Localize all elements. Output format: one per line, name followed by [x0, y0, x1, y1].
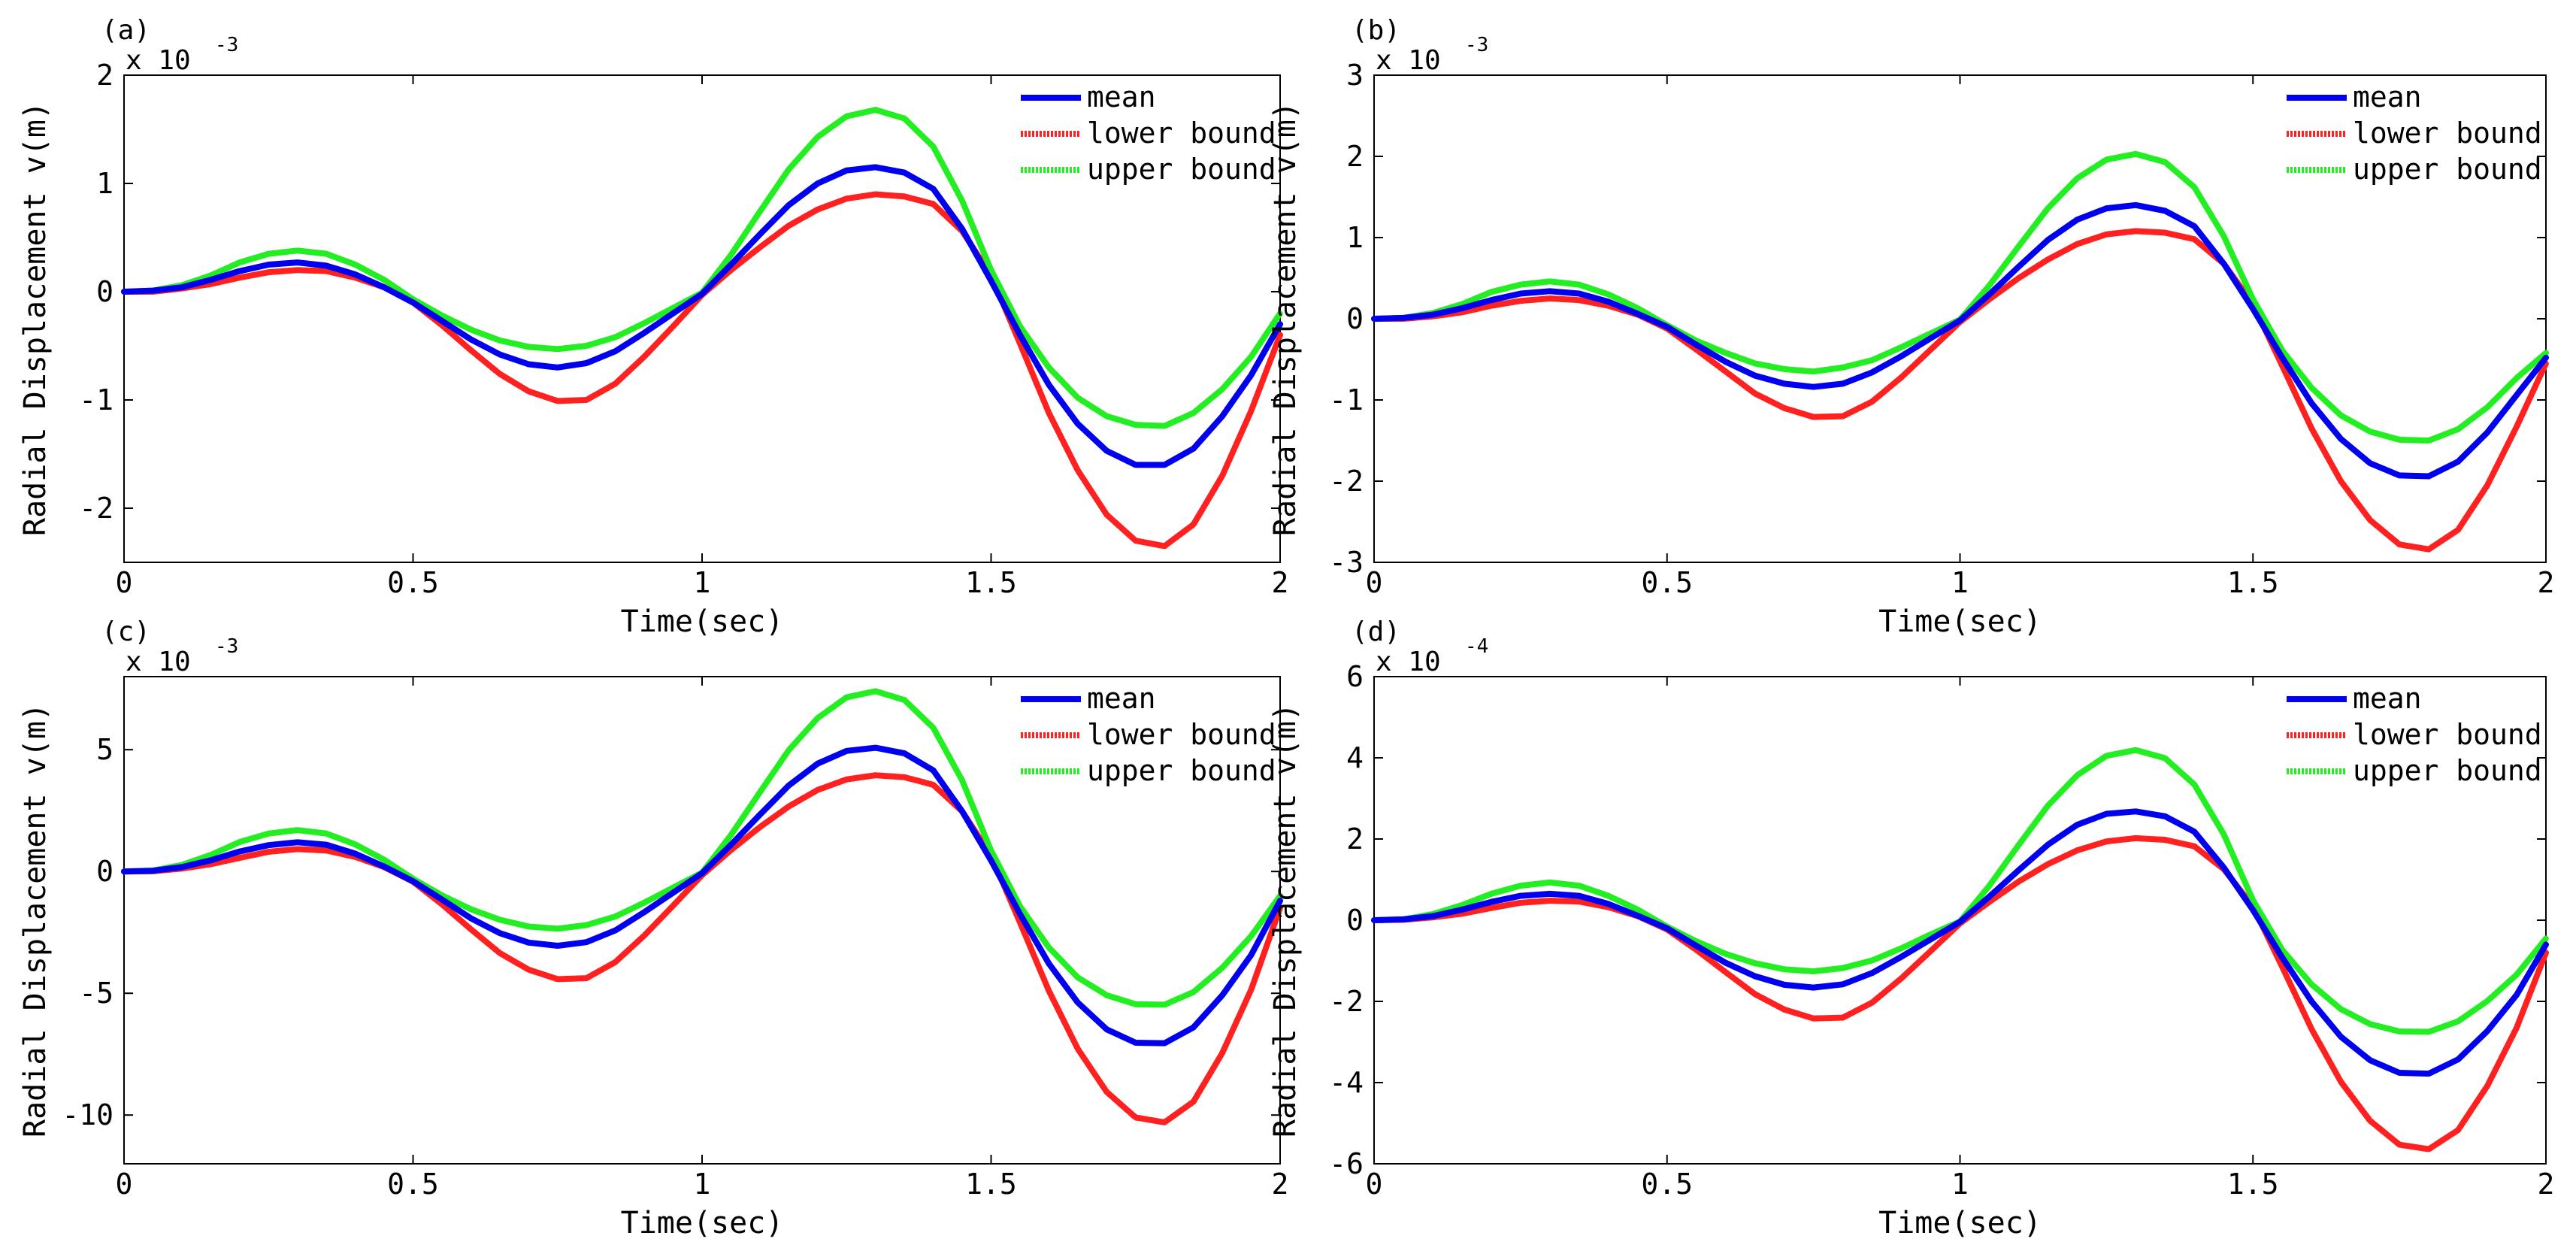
x-tick-label: 0: [1366, 1168, 1383, 1201]
y-axis-label: Radial Displacement v(m): [1268, 101, 1303, 536]
legend-label: lower bound: [1087, 718, 1276, 751]
x-tick-label: 1: [1951, 1168, 1969, 1201]
legend-label: upper bound: [1087, 754, 1276, 787]
chart-panel: (c)x 10 -3 0 0.5 1 1.5 2 -10 -5 0 5 Time(sec) Radial…: [18, 616, 1288, 1240]
y-tick-label: 0: [1346, 302, 1364, 335]
axis-multiplier-exponent: -4: [1465, 635, 1488, 658]
series-line-mean: [121, 164, 1283, 468]
y-tick-label: -1: [1329, 383, 1364, 416]
series-line-mean: [1371, 201, 2549, 480]
y-tick-label: -6: [1329, 1147, 1364, 1180]
y-tick-label: -2: [1329, 985, 1364, 1018]
x-tick-label: 0.5: [387, 566, 439, 599]
chart-panel: (b)x 10 -30 0.5 1 1.5 2-3-2-10123Time(sec)Rad…: [1268, 15, 2554, 639]
x-tick-label: 2: [2538, 1168, 2555, 1201]
y-tick-label: -2: [79, 492, 114, 525]
y-tick-label: 5: [96, 733, 114, 766]
panel-label: (a): [101, 15, 150, 46]
panel-label: (b): [1352, 15, 1400, 46]
legend-label: lower bound: [2353, 718, 2542, 751]
series-line-lower: [121, 191, 1283, 550]
series-line-mean: [121, 744, 1283, 1046]
x-tick-label: 0: [116, 1168, 133, 1201]
legend-label: lower bound: [2353, 117, 2542, 150]
y-axis-label: Radial Displacement v(m): [1268, 703, 1303, 1137]
axis-multiplier: x 10: [1376, 647, 1441, 677]
legend-label: mean: [1087, 682, 1156, 715]
x-tick-label: 1.5: [2227, 1168, 2279, 1201]
axis-multiplier: x 10: [126, 647, 191, 677]
y-tick-label: 0: [96, 275, 114, 308]
y-tick-label: 2: [1346, 822, 1364, 856]
x-tick-label: 1: [694, 566, 711, 599]
x-axis-label: Time(sec): [1878, 604, 2042, 639]
y-tick-label: -1: [79, 383, 114, 416]
legend-label: mean: [2353, 682, 2422, 715]
y-tick-label: 6: [1346, 660, 1364, 693]
legend-label: upper bound: [2353, 754, 2542, 787]
x-tick-label: 2: [1272, 1168, 1289, 1201]
x-tick-label: 0: [116, 566, 133, 599]
y-tick-label: 0: [1346, 904, 1364, 937]
x-tick-label: 1: [1951, 566, 1969, 599]
legend-label: upper bound: [2353, 153, 2542, 186]
x-tick-label: 1.5: [965, 566, 1017, 599]
y-axis-label: Radial Displacement v(m): [18, 703, 53, 1137]
y-axis-label: Radial Displacement v(m): [18, 101, 53, 536]
y-tick-label: 0: [96, 855, 114, 888]
y-tick-label: 2: [1346, 140, 1364, 173]
y-tick-label: -3: [1329, 546, 1364, 579]
y-tick-label: 2: [96, 59, 114, 92]
x-axis-label: Time(sec): [1878, 1206, 2042, 1240]
y-tick-label: -2: [1329, 465, 1364, 498]
y-tick-label: -4: [1329, 1066, 1364, 1099]
y-tick-label: 4: [1346, 741, 1364, 774]
x-axis-label: Time(sec): [621, 1206, 784, 1240]
x-tick-label: 1.5: [2227, 566, 2279, 599]
chart-panel: (d)x 10 -4 0 0.5 1 1.5 2 -6 -4 -2 0 2 4 6 Time(sec) Rad…: [1268, 616, 2554, 1240]
x-axis-label: Time(sec): [621, 604, 784, 639]
y-tick-label: 3: [1346, 59, 1364, 92]
legend-label: mean: [2353, 80, 2422, 114]
axis-multiplier: x 10: [126, 45, 191, 76]
x-tick-label: 1: [694, 1168, 711, 1201]
panel-label: (d): [1352, 616, 1400, 647]
y-tick-label: 1: [96, 167, 114, 200]
axis-multiplier-exponent: -3: [215, 635, 238, 658]
axis-multiplier-exponent: -3: [1465, 34, 1488, 56]
x-tick-label: 0.5: [1641, 566, 1693, 599]
x-tick-label: 2: [1272, 566, 1289, 599]
x-tick-label: 2: [2538, 566, 2555, 599]
x-tick-label: 1.5: [965, 1168, 1017, 1201]
series-line-mean: [1371, 808, 2549, 1077]
legend-label: upper bound: [1087, 153, 1276, 186]
axis-multiplier: x 10: [1376, 45, 1441, 76]
legend-label: mean: [1087, 80, 1156, 114]
chart-panel: (a)x 10 -3 0 0.5 1 1.5 2 -2 -1 0 1 2 Time(sec) Radial…: [18, 15, 1288, 639]
y-tick-label: 1: [1346, 221, 1364, 254]
x-tick-label: 0.5: [1641, 1168, 1693, 1201]
x-tick-label: 0: [1366, 566, 1383, 599]
y-tick-label: -10: [62, 1098, 114, 1131]
legend-label: lower bound: [1087, 117, 1276, 150]
axis-multiplier-exponent: -3: [215, 34, 238, 56]
y-tick-label: -5: [79, 977, 114, 1010]
x-tick-label: 0.5: [387, 1168, 439, 1201]
panel-label: (c): [101, 616, 150, 647]
